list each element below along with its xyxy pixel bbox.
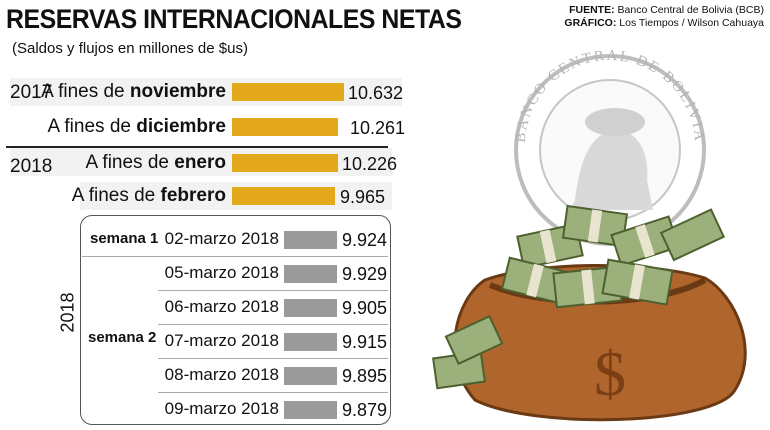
value-enero: 10.226 [342,154,398,174]
row-separator [82,256,388,257]
year-2018-label: 2018 [10,156,53,177]
year-divider [6,146,388,148]
chart-subtitle: (Saldos y flujos en millones de $us) [12,40,248,57]
month-label-diciembre: A fines de diciembre [48,116,227,138]
month-prefix: A fines de [85,152,175,173]
week-2-label: semana 2 [88,329,157,346]
bar-diciembre [232,118,338,136]
month-prefix: A fines de [41,81,130,102]
month-name: diciembre [136,116,226,137]
week-value: 9.915 [342,332,388,352]
week-value: 9.879 [342,400,388,420]
chart-title: RESERVAS INTERNACIONALES NETAS [6,4,462,34]
week-value: 9.905 [342,298,388,318]
dollar-sign-icon: $ [594,338,626,409]
bar-week [284,401,337,419]
date-label: 06-marzo 2018 [164,297,279,316]
month-prefix: A fines de [47,116,137,137]
bill-bands [526,209,655,305]
month-prefix: A fines de [71,185,161,206]
money-bag: $ [453,264,747,422]
month-name: febrero [160,185,226,206]
month-label-enero: A fines de enero [86,152,226,174]
row-separator [158,324,388,325]
weekly-box [80,215,391,425]
bar-week [284,299,337,317]
weekly-year-label: 2018 [57,292,78,333]
fuente-label: FUENTE: [569,4,615,16]
week-value: 9.924 [342,230,388,250]
value-febrero: 9.965 [340,187,386,207]
date-label: 05-marzo 2018 [164,263,279,282]
date-label: 07-marzo 2018 [164,331,279,350]
fuente-value: Banco Central de Bolivia (BCB) [617,4,764,16]
week-value: 9.895 [342,366,388,386]
bar-week [284,367,337,385]
bar-enero [232,154,338,172]
value-diciembre: 10.261 [350,118,406,138]
month-name: noviembre [129,81,226,102]
bar-febrero [232,187,335,205]
month-name: enero [174,152,226,173]
date-label: 02-marzo 2018 [164,229,279,248]
bar-week [284,333,337,351]
credits: FUENTE: Banco Central de Bolivia (BCB) G… [564,4,764,30]
row-separator [158,392,388,393]
bar-week [284,265,337,283]
bar-week [284,231,337,249]
value-noviembre: 10.632 [348,83,404,103]
month-label-febrero: A fines de febrero [72,185,226,207]
grafico-label: GRÁFICO: [564,17,617,29]
date-label: 08-marzo 2018 [164,365,279,384]
grafico-value: Los Tiempos / Wilson Cahuaya [619,17,764,29]
row-separator [158,290,388,291]
month-label-noviembre: A fines de noviembre [41,81,226,103]
money-bag-illustration: BANCO CENTRAL DE BOLIVIA 1928 $ [432,48,747,422]
row-separator [158,358,388,359]
date-label: 09-marzo 2018 [164,399,279,418]
week-1-label: semana 1 [90,230,159,247]
week-value: 9.929 [342,264,388,284]
year-2017-label: 2017 [10,82,53,103]
bar-noviembre [232,83,344,101]
